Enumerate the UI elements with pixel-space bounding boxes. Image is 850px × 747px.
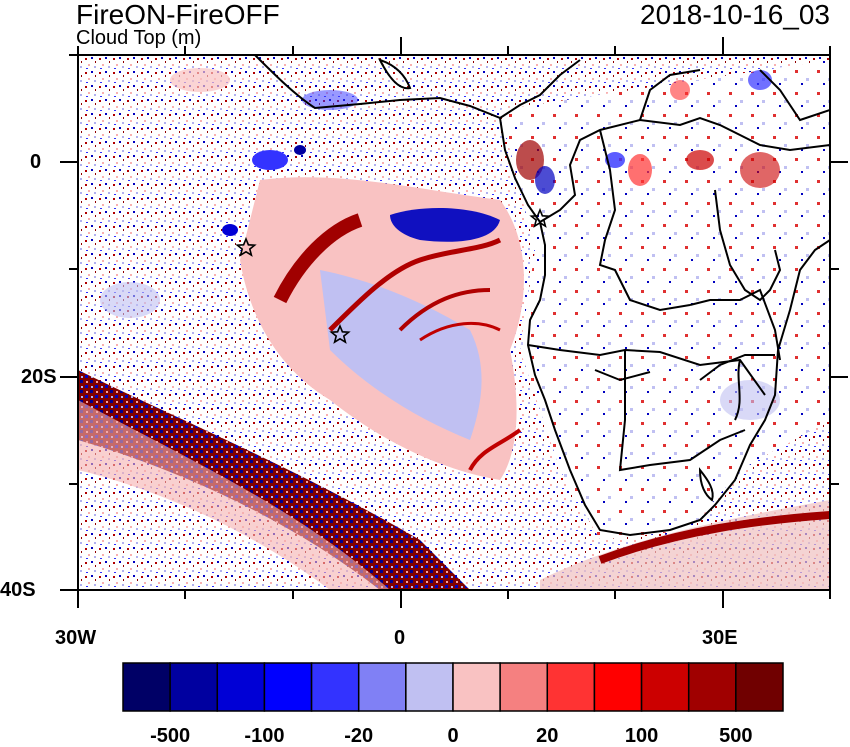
map-subtitle: Cloud Top (m) xyxy=(76,27,202,49)
colorbar-swatch xyxy=(735,662,784,712)
colorbar-swatch xyxy=(499,662,549,712)
colorbar-swatch xyxy=(169,662,219,712)
lon-label-0: 0 xyxy=(394,627,406,649)
map-date: 2018-10-16_03 xyxy=(640,0,830,30)
colorbar-tick-label: 500 xyxy=(719,725,753,747)
site-markers xyxy=(235,207,551,344)
lon-label-30w: 30W xyxy=(55,627,97,649)
cloud-field xyxy=(78,55,830,590)
colorbar-swatch xyxy=(640,662,690,712)
colorbar-swatch xyxy=(263,662,313,712)
colorbar-swatch xyxy=(593,662,643,712)
colorbar xyxy=(122,662,784,712)
colorbar-swatch xyxy=(452,662,501,712)
map-title: FireON-FireOFF xyxy=(76,0,280,30)
colorbar-swatch xyxy=(357,662,407,712)
site-star-icon xyxy=(529,207,551,228)
lat-label-40s: 40S xyxy=(0,579,36,601)
colorbar-tick-label: -500 xyxy=(150,725,191,747)
colorbar-tick-label: -100 xyxy=(244,725,285,747)
colorbar-tick-label: -20 xyxy=(344,725,374,747)
lon-label-30e: 30E xyxy=(702,627,738,649)
lat-label-20s: 20S xyxy=(21,366,57,388)
colorbar-swatch xyxy=(687,662,737,712)
colorbar-tick-label: 100 xyxy=(624,725,659,747)
colorbar-swatch xyxy=(310,662,360,712)
colorbar-swatch xyxy=(122,662,171,712)
colorbar-tick-label: 20 xyxy=(536,725,559,747)
site-star-icon xyxy=(235,236,257,257)
colorbar-swatch xyxy=(546,662,596,712)
axis-ticks xyxy=(60,37,848,608)
colorbar-swatch xyxy=(405,662,454,712)
colorbar-tick-label: 0 xyxy=(447,725,459,747)
colorbar-swatch xyxy=(216,662,266,712)
coastlines xyxy=(254,55,830,537)
map-frame xyxy=(77,54,831,591)
site-star-icon xyxy=(329,323,351,344)
lat-label-0: 0 xyxy=(30,151,42,173)
